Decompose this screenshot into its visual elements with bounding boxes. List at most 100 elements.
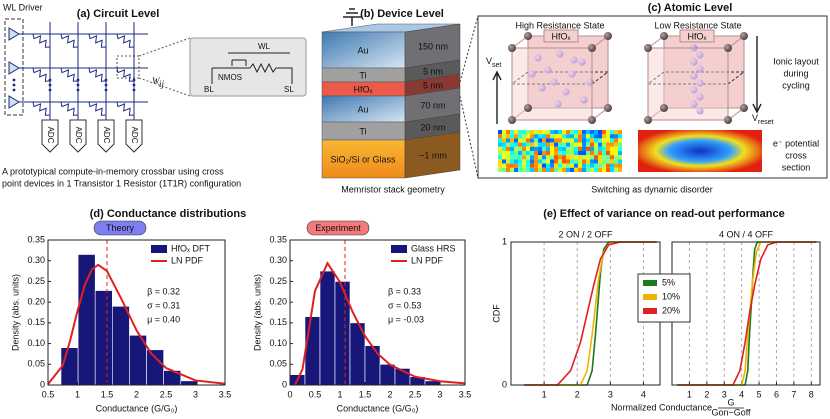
- hrs-heatmap-cell: [510, 159, 514, 164]
- hrs-heatmap-cell: [526, 130, 530, 135]
- hrs-heatmap-cell: [514, 138, 518, 143]
- hrs-heatmap-cell: [582, 146, 586, 151]
- hrs-heatmap-cell: [618, 151, 622, 156]
- hrs-heatmap-cell: [534, 155, 538, 160]
- hrs-heatmap-cell: [554, 167, 558, 172]
- hrs-heatmap-cell: [550, 155, 554, 160]
- fit-parameter: μ = 0.40: [147, 314, 180, 324]
- x-tick-label: 3: [608, 389, 613, 399]
- fraction-numerator: G: [727, 397, 734, 407]
- hrs-heatmap-cell: [506, 167, 510, 172]
- y-tick-label: 0.05: [269, 359, 287, 369]
- corner-atom: [588, 116, 596, 124]
- hrs-heatmap-cell: [562, 167, 566, 172]
- stack-layer: [321, 139, 406, 179]
- x-tick-label: 8: [809, 389, 814, 399]
- hrs-heatmap-cell: [606, 138, 610, 143]
- hrs-heatmap-cell: [590, 134, 594, 139]
- hrs-heatmap-cell: [578, 167, 582, 172]
- panel-title: (a) Circuit Level: [77, 8, 160, 20]
- zoom-line: [138, 77, 191, 97]
- hrs-heatmap-cell: [546, 167, 550, 172]
- ion: [570, 56, 578, 64]
- hrs-heatmap-cell: [522, 159, 526, 164]
- hrs-heatmap-cell: [542, 130, 546, 135]
- resistor: [60, 67, 79, 82]
- hrs-heatmap-cell: [586, 167, 590, 172]
- weight-symbol: W: [152, 76, 161, 86]
- hrs-heatmap-cell: [530, 159, 534, 164]
- hrs-heatmap-cell: [590, 163, 594, 168]
- hrs-heatmap-cell: [522, 167, 526, 172]
- hrs-heatmap-cell: [518, 134, 522, 139]
- hrs-heatmap-cell: [586, 130, 590, 135]
- hrs-heatmap-cell: [542, 134, 546, 139]
- hrs-heatmap-cell: [538, 134, 542, 139]
- y-tick-label: 1: [502, 236, 507, 246]
- material-label: HfOₓ: [688, 31, 707, 41]
- x-tick-label: 3: [193, 389, 198, 399]
- y-tick-label: 0.15: [27, 317, 45, 327]
- hrs-heatmap-cell: [534, 130, 538, 135]
- y-tick-label: 0.05: [27, 359, 45, 369]
- corner-atom: [524, 32, 532, 40]
- hrs-heatmap-cell: [586, 138, 590, 143]
- layer-material: Ti: [359, 70, 366, 80]
- ion: [538, 84, 546, 92]
- reset-voltage: Vreset: [752, 113, 774, 125]
- ion: [528, 70, 536, 78]
- weight-subscript: ij: [159, 79, 165, 89]
- hrs-heatmap-cell: [558, 138, 562, 143]
- hrs-heatmap-cell: [542, 163, 546, 168]
- adc-block: [97, 119, 115, 153]
- voltage-subscript: reset: [758, 119, 774, 126]
- badge-label: Theory: [106, 223, 135, 233]
- hrs-heatmap-cell: [574, 146, 578, 151]
- x-tick-label: 1: [542, 389, 547, 399]
- hrs-heatmap-cell: [566, 142, 570, 147]
- hrs-heatmap-cell: [514, 163, 518, 168]
- bar: [319, 270, 336, 386]
- plot-frame: [289, 239, 466, 386]
- hrs-heatmap-cell: [514, 151, 518, 156]
- x-tick-label: 1: [337, 389, 342, 399]
- hrs-heatmap-cell: [606, 130, 610, 135]
- hrs-heatmap-cell: [570, 146, 574, 151]
- bar: [364, 345, 381, 386]
- hrs-heatmap-cell: [514, 167, 518, 172]
- hrs-heatmap-cell: [570, 163, 574, 168]
- x-tick-label: 4: [641, 389, 646, 399]
- x-tick-label: 6: [774, 389, 779, 399]
- adc-label: ADC: [102, 127, 111, 144]
- hrs-heatmap-cell: [606, 146, 610, 151]
- hrs-heatmap-cell: [602, 134, 606, 139]
- hrs-heatmap-cell: [566, 159, 570, 164]
- corner-atom: [604, 32, 612, 40]
- hrs-heatmap-cell: [618, 142, 622, 147]
- corner-atom: [508, 116, 516, 124]
- hrs-heatmap-cell: [598, 138, 602, 143]
- hrs-heatmap-cell: [554, 142, 558, 147]
- hrs-heatmap-cell: [550, 151, 554, 156]
- subplot-title: 4 ON / 4 OFF: [719, 229, 774, 239]
- fit-parameter: β = 0.32: [147, 286, 180, 296]
- hrs-heatmap-cell: [582, 134, 586, 139]
- hrs-heatmap-cell: [618, 146, 622, 151]
- hrs-heatmap-cell: [546, 146, 550, 151]
- hrs-heatmap-cell: [558, 155, 562, 160]
- stack-layer: [321, 31, 406, 69]
- hrs-heatmap-cell: [514, 142, 518, 147]
- hrs-heatmap-cell: [502, 134, 506, 139]
- legend-swatch: [151, 245, 167, 253]
- hrs-heatmap-cell: [518, 151, 522, 156]
- ion: [554, 100, 562, 108]
- hrs-heatmap-cell: [578, 134, 582, 139]
- material-tag: [679, 29, 715, 43]
- y-tick-label: 0.30: [269, 255, 287, 265]
- bar: [112, 305, 130, 386]
- hrs-heatmap-cell: [610, 151, 614, 156]
- hrs-heatmap-cell: [538, 167, 542, 172]
- hrs-heatmap-cell: [534, 163, 538, 168]
- y-tick-label: 0: [40, 379, 45, 389]
- state-label: High Resistance State: [515, 20, 604, 30]
